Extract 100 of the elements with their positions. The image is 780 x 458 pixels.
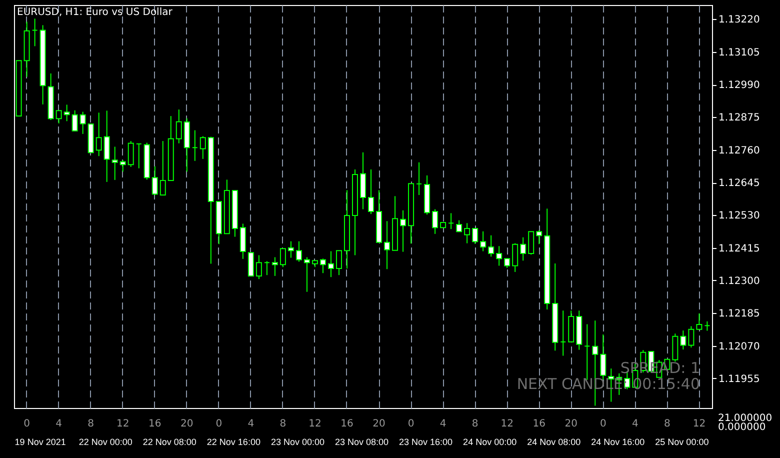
candlestick xyxy=(96,112,102,157)
x-tick-label: 8 xyxy=(88,418,94,430)
candlestick xyxy=(64,104,70,122)
text: 22 Nov 16:00 xyxy=(206,437,260,447)
candlestick xyxy=(512,242,518,272)
x-tick-label: 0 xyxy=(24,418,30,430)
candlestick xyxy=(80,111,86,134)
candlestick xyxy=(384,220,390,270)
text: 0.000000 xyxy=(718,422,766,433)
text: 22 Nov 08:00 xyxy=(142,437,196,447)
x-tick-label: 12 xyxy=(308,418,322,430)
candlestick xyxy=(472,228,478,244)
candlestick xyxy=(520,236,526,262)
candlestick xyxy=(72,110,78,132)
candlestick xyxy=(272,256,278,276)
chart-title: EURUSD, H1: Euro vs US Dollar xyxy=(17,7,174,18)
text: 21.000000 xyxy=(718,413,772,424)
candlestick xyxy=(128,140,134,168)
y-tick-label: 1.12185 xyxy=(718,308,760,320)
candlestick xyxy=(368,168,374,215)
candlestick xyxy=(488,234,494,258)
x-tick-label: 8 xyxy=(472,418,478,430)
candlestick xyxy=(336,250,342,276)
candlestick xyxy=(680,330,686,350)
x-tick-label: 12 xyxy=(500,418,514,430)
y-tick-label: 1.12875 xyxy=(718,112,760,124)
x-tick-label: 8 xyxy=(664,418,670,430)
candlestick xyxy=(672,333,678,362)
candlestick xyxy=(264,260,270,276)
candlestick xyxy=(256,254,262,280)
candlestick xyxy=(120,160,126,172)
x-tick-label: 20 xyxy=(180,418,194,430)
y-tick-label: 1.12070 xyxy=(718,341,760,352)
candlestick xyxy=(200,136,206,160)
x-tick-label: 4 xyxy=(632,418,638,430)
candlestick xyxy=(104,110,110,182)
x-tick-label: 16 xyxy=(148,418,162,430)
candlestick xyxy=(304,256,310,292)
text: 25 Nov 00:00 xyxy=(655,437,709,447)
candlestick xyxy=(496,246,502,266)
candlestick xyxy=(320,258,326,274)
candlestick xyxy=(504,258,510,268)
candlestick xyxy=(528,231,534,256)
candlestick xyxy=(136,143,142,169)
x-tick-label: 20 xyxy=(564,418,578,430)
candlestick xyxy=(432,208,438,234)
text: 19 Nov 2021 xyxy=(14,437,66,447)
x-tick-label: 0 xyxy=(408,418,414,430)
candlestick xyxy=(160,140,166,196)
x-tick-label: 12 xyxy=(116,418,130,430)
candlestick xyxy=(112,146,118,180)
candlestick xyxy=(416,162,422,196)
y-tick-label: 1.12300 xyxy=(718,276,760,287)
candlestick xyxy=(240,223,246,260)
candlestick xyxy=(56,110,62,124)
candlestick xyxy=(448,212,454,230)
candlestick xyxy=(280,248,286,268)
text: 22 Nov 00:00 xyxy=(78,437,132,447)
y-tick-label: 1.12645 xyxy=(718,178,760,189)
candlestick xyxy=(328,250,334,278)
x-tick-label: 16 xyxy=(532,418,546,430)
y-tick-label: 1.13220 xyxy=(718,14,760,26)
candlestick xyxy=(400,210,406,252)
candlestick xyxy=(560,310,566,356)
candlestick xyxy=(536,230,542,245)
candlestick xyxy=(32,18,38,47)
x-tick-label: 12 xyxy=(692,418,706,430)
candlestick xyxy=(480,230,486,252)
y-tick-label: 1.12990 xyxy=(718,80,760,92)
x-tick-label: 4 xyxy=(440,418,446,430)
candlestick xyxy=(464,222,470,244)
text: 23 Nov 16:00 xyxy=(399,437,453,447)
candlestick xyxy=(192,130,198,162)
x-tick-label: 4 xyxy=(56,418,62,430)
x-tick-label: 0 xyxy=(216,418,222,430)
x-tick-label: 4 xyxy=(248,418,254,430)
text: 23 Nov 00:00 xyxy=(270,437,324,447)
x-tick-label: 20 xyxy=(372,418,386,430)
y-tick-label: 1.12760 xyxy=(718,145,760,156)
y-tick-label: 1.11955 xyxy=(718,374,760,385)
text: 24 Nov 00:00 xyxy=(463,437,517,447)
candlestick xyxy=(696,312,702,330)
candlestick xyxy=(296,240,302,262)
text: 24 Nov 08:00 xyxy=(527,437,581,447)
candlestick xyxy=(688,326,694,348)
x-tick-label: 0 xyxy=(600,418,606,430)
candlestick xyxy=(152,166,158,196)
text: 23 Nov 08:00 xyxy=(334,437,389,447)
y-tick-label: 1.12530 xyxy=(718,210,760,222)
text: 24 Nov 16:00 xyxy=(591,437,645,447)
candlestick xyxy=(176,109,182,144)
x-tick-label: 8 xyxy=(280,418,286,430)
candlestick xyxy=(360,152,366,210)
candlestick xyxy=(248,252,254,276)
x-tick-label: 16 xyxy=(340,418,354,430)
y-tick-label: 1.12415 xyxy=(718,243,760,254)
candlestick xyxy=(288,240,294,258)
candlestick xyxy=(456,220,462,232)
candlestick xyxy=(704,320,710,332)
y-tick-label: 1.13105 xyxy=(718,47,760,58)
